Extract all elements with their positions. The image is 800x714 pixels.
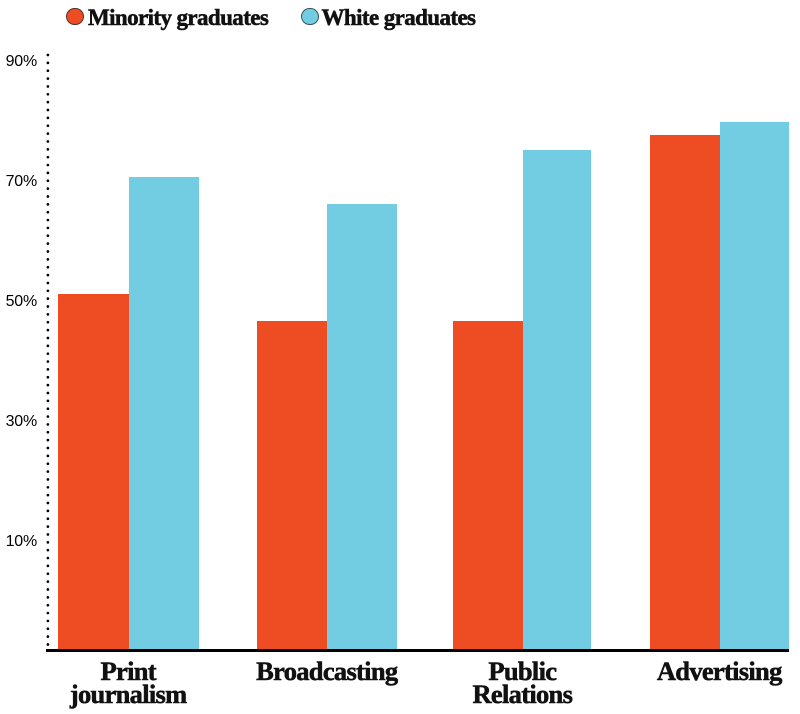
x-axis-line: [46, 648, 789, 652]
bar-white-broadcasting: [327, 204, 397, 649]
x-category-label-broadcasting: Broadcasting: [256, 655, 399, 686]
legend-label-white-graduates: White graduates: [321, 4, 476, 30]
x-category-label-advertising: Advertising: [656, 655, 783, 686]
bar-minority-broadcasting: [256, 321, 327, 649]
legend-label-minority-graduates: Minority graduates: [88, 4, 269, 30]
legend-swatch-minority-graduates: [66, 7, 84, 26]
bar-minority-public-relations: [453, 321, 524, 649]
y-tick-label-30: 30%: [5, 412, 38, 430]
legend-swatch-white-graduates: [301, 7, 319, 26]
x-category-label-print-journalism: Print journalism: [69, 655, 188, 709]
y-tick-label-50: 50%: [5, 292, 38, 310]
y-tick-label-10: 10%: [5, 532, 38, 550]
bar-minority-advertising: [649, 135, 720, 649]
bar-minority-print-journalism: [57, 294, 129, 649]
x-category-label-public-relations: Public Relations: [472, 655, 573, 709]
bar-white-public-relations: [523, 150, 592, 649]
y-tick-label-70: 70%: [5, 172, 38, 190]
y-tick-label-90: 90%: [5, 52, 38, 70]
bar-white-advertising: [719, 121, 789, 649]
bar-white-print-journalism: [129, 177, 199, 649]
